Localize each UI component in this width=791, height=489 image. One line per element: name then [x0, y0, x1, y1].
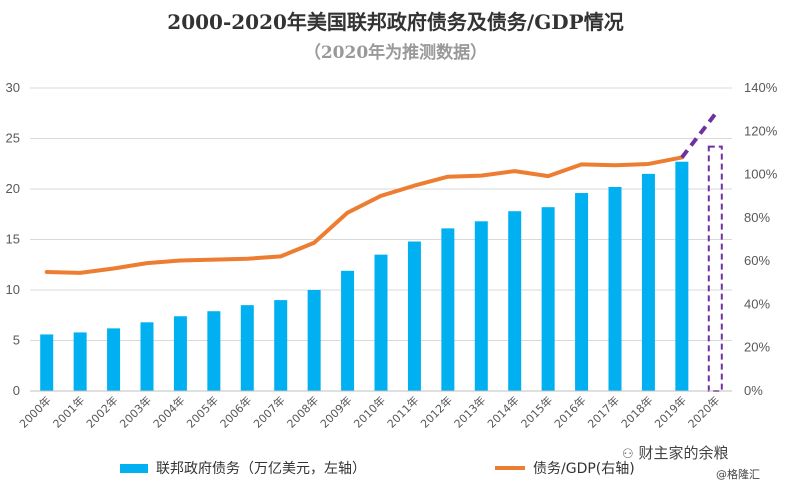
x-tick-label: 2000年 — [16, 393, 53, 430]
bar — [207, 311, 221, 391]
x-tick-label: 2007年 — [250, 393, 287, 430]
legend-ratio-label: 债务/GDP(右轴) — [533, 461, 635, 477]
x-tick-label: 2005年 — [184, 393, 221, 430]
right-axis-ticks: 0% 20% 40% 60% 80% 100% 120% 140% — [744, 80, 778, 398]
x-tick-label: 2014年 — [484, 393, 521, 430]
bar — [541, 207, 555, 391]
bar — [508, 211, 522, 391]
bar — [240, 305, 254, 391]
x-tick-label: 2017年 — [585, 393, 622, 430]
x-tick-label: 2020年 — [685, 393, 722, 430]
left-tick-label: 0 — [13, 383, 20, 398]
legend-debt: 联邦政府债务（万亿美元，左轴） — [120, 458, 366, 478]
ratio-line — [44, 112, 717, 275]
debt-bars — [40, 161, 689, 391]
x-tick-label: 2012年 — [418, 393, 455, 430]
projection-box — [707, 145, 723, 392]
right-tick-label: 80% — [744, 210, 770, 225]
bar — [107, 328, 121, 391]
wechat-icon: ⚇ — [622, 447, 634, 462]
x-tick-label: 2008年 — [284, 393, 321, 430]
right-tick-label: 140% — [744, 80, 778, 95]
bar — [407, 241, 421, 391]
x-tick-label: 2001年 — [50, 393, 87, 430]
right-tick-label: 20% — [744, 340, 770, 355]
left-tick-label: 10 — [6, 282, 20, 297]
right-tick-label: 60% — [744, 253, 770, 268]
left-tick-label: 25 — [6, 131, 20, 146]
watermark-top-text: 财主家的余粮 — [638, 444, 729, 462]
x-tick-label: 2002年 — [83, 393, 120, 430]
bar — [575, 193, 589, 391]
x-tick-label: 2018年 — [618, 393, 655, 430]
legend-debt-label: 联邦政府债务（万亿美元，左轴） — [156, 461, 366, 477]
left-tick-label: 5 — [13, 333, 20, 348]
bar — [140, 322, 154, 391]
watermark-top: ⚇ 财主家的余粮 — [622, 442, 728, 463]
watermark-bottom: @格隆汇 — [716, 468, 760, 481]
x-tick-label: 2011年 — [384, 393, 421, 430]
x-tick-label: 2015年 — [518, 393, 555, 430]
right-tick-label: 40% — [744, 296, 770, 311]
x-tick-label: 2016年 — [551, 393, 588, 430]
projected-bar — [707, 145, 723, 392]
ratio-projection-path — [680, 112, 717, 159]
chart-title: 2000-2020年美国联邦政府债务及债务/GDP情况 — [167, 10, 624, 34]
x-tick-label: 2010年 — [351, 393, 388, 430]
x-tick-label: 2003年 — [117, 393, 154, 430]
x-tick-label: 2006年 — [217, 393, 254, 430]
bar — [608, 186, 622, 391]
left-tick-label: 30 — [6, 80, 20, 95]
bar — [40, 334, 54, 391]
left-tick-label: 15 — [6, 232, 20, 247]
legend-line-swatch — [495, 466, 525, 470]
bar — [341, 270, 355, 391]
x-axis-ticks: 2000年2001年2002年2003年2004年2005年2006年2007年… — [16, 390, 732, 431]
bar — [474, 221, 488, 391]
bar — [374, 254, 388, 391]
bar — [307, 290, 321, 391]
chart-subtitle: （2020年为推测数据） — [303, 43, 488, 63]
right-tick-label: 100% — [744, 167, 778, 182]
legend-bar-swatch — [120, 463, 148, 473]
bar — [641, 173, 655, 391]
x-tick-label: 2004年 — [150, 393, 187, 430]
left-axis-ticks: 0 5 10 15 20 25 30 — [6, 80, 20, 398]
x-tick-label: 2013年 — [451, 393, 488, 430]
bar — [274, 300, 288, 391]
bar — [73, 332, 87, 391]
left-tick-label: 20 — [6, 181, 20, 196]
right-tick-label: 0% — [744, 383, 763, 398]
legend-ratio: 债务/GDP(右轴) — [495, 458, 635, 478]
bar — [441, 228, 455, 391]
bar — [173, 316, 187, 391]
x-tick-label: 2009年 — [317, 393, 354, 430]
x-tick-label: 2019年 — [652, 393, 689, 430]
bar — [675, 161, 689, 391]
ratio-line-path — [44, 155, 684, 275]
right-tick-label: 120% — [744, 123, 778, 138]
